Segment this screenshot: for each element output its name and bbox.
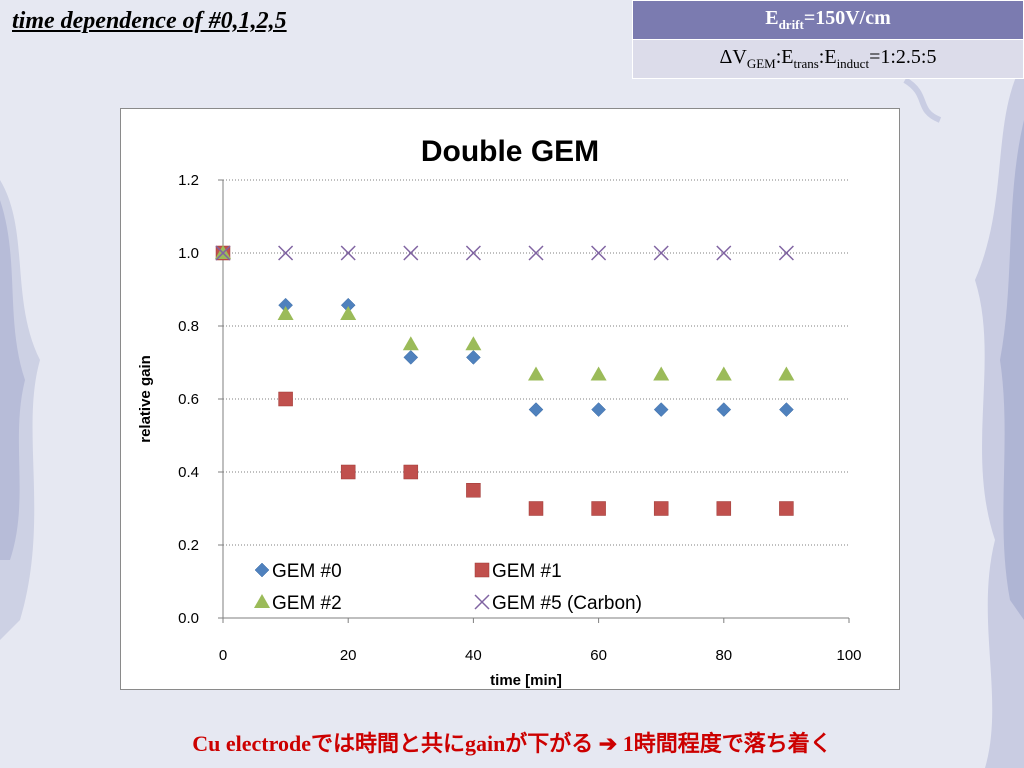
data-point-series-3 [653, 245, 669, 261]
y-axis-label: relative gain [137, 355, 154, 443]
data-point-series-1 [403, 464, 419, 480]
chart-title: Double GEM [421, 135, 599, 168]
data-point-series-2 [715, 366, 732, 381]
data-point-series-3-stroke [465, 245, 481, 261]
data-point-series-3-stroke [653, 245, 669, 261]
slide-title: time dependence of #0,1,2,5 [12, 8, 287, 34]
double-gem-chart: Double GEM 0.0 0.2 0.4 0.6 0.8 1.0 1.2 0 20 40 60 80… [137, 135, 862, 689]
data-point-series-3-stroke [278, 245, 294, 261]
data-point-series-3-stroke [340, 245, 356, 261]
field-ratio-row: ΔVGEM:Etrans:Einduct=1:2.5:5 [632, 39, 1024, 79]
data-point-series-1 [528, 501, 544, 516]
data-point-series-2 [340, 305, 357, 320]
data-point-series-1 [278, 391, 293, 407]
data-point-series-3 [403, 245, 419, 261]
data-point-series-0 [528, 402, 544, 417]
data-point-series-2 [653, 366, 670, 381]
x-tick-label: 100 [836, 647, 861, 664]
data-point-series-0 [403, 350, 419, 365]
y-tick-label: 0.2 [178, 537, 199, 554]
legend-marker [474, 594, 490, 610]
data-point-series-2 [402, 336, 419, 351]
legend-marker [254, 562, 270, 578]
data-point-series-3-stroke [778, 245, 794, 261]
data-point-series-0 [716, 402, 732, 417]
data-point-series-1 [653, 501, 669, 516]
data-point-series-1 [466, 483, 481, 498]
legend-label: GEM #1 [492, 561, 562, 582]
data-point-series-2 [277, 305, 294, 320]
data-point-series-2 [778, 366, 795, 381]
y-tick-label: 1.0 [178, 245, 199, 262]
y-tick-label: 0.8 [178, 318, 199, 335]
data-point-series-3 [778, 245, 794, 261]
data-point-series-0 [653, 402, 669, 417]
legend-label: GEM #5 (Carbon) [492, 593, 642, 614]
x-tick-label: 20 [340, 647, 357, 664]
y-tick-label: 0.4 [178, 464, 199, 481]
data-point-series-1 [779, 501, 794, 516]
x-tick-label: 40 [465, 647, 482, 664]
x-tick-label: 80 [715, 647, 732, 664]
data-point-series-3 [215, 245, 231, 261]
data-point-series-3 [591, 245, 607, 261]
data-point-series-2 [528, 366, 544, 381]
data-point-series-3-stroke [528, 245, 544, 261]
x-tick-label: 60 [590, 647, 607, 664]
x-axis-label: time [min] [490, 672, 562, 689]
chart-container: Double GEM 0.0 0.2 0.4 0.6 0.8 1.0 1.2 0 20 40 60 80… [120, 108, 900, 690]
data-point-series-2 [590, 366, 607, 381]
y-tick-label: 0.0 [178, 610, 199, 627]
data-point-series-0 [591, 402, 606, 417]
data-point-series-3-stroke [215, 245, 231, 261]
data-point-series-3-stroke [403, 245, 419, 261]
data-point-series-3 [716, 245, 732, 261]
drift-field-cell: Edrift=150V/cm [632, 0, 1024, 40]
legend-label: GEM #0 [272, 561, 342, 582]
footnote-conclusion: Cu electrodeでは時間と共にgainが下がる ➔ 1時間程度で落ち着く [192, 731, 832, 756]
x-tick-label: 0 [219, 647, 227, 664]
data-point-series-0 [466, 350, 481, 365]
field-ratio-cell: ΔVGEM:Etrans:Einduct=1:2.5:5 [632, 39, 1024, 79]
data-point-series-3 [340, 245, 356, 261]
data-point-series-3 [278, 245, 294, 261]
parameter-table: Edrift=150V/cm ΔVGEM:Etrans:Einduct=1:2.… [632, 0, 1024, 79]
data-point-series-0 [779, 402, 794, 417]
data-point-series-2 [465, 336, 482, 351]
data-point-series-3 [528, 245, 544, 261]
y-tick-label: 1.2 [178, 172, 199, 189]
legend-marker-stroke [474, 594, 490, 610]
data-point-series-3 [465, 245, 481, 261]
data-point-series-3-stroke [716, 245, 732, 261]
legend-marker [254, 594, 270, 608]
data-point-series-1 [716, 501, 732, 516]
legend-marker [474, 562, 490, 578]
y-tick-label: 0.6 [178, 391, 199, 408]
data-point-series-1 [340, 464, 356, 480]
data-point-series-1 [591, 501, 606, 516]
data-point-series-3-stroke [591, 245, 607, 261]
legend-label: GEM #2 [272, 593, 342, 614]
drift-field-row: Edrift=150V/cm [632, 0, 1024, 40]
